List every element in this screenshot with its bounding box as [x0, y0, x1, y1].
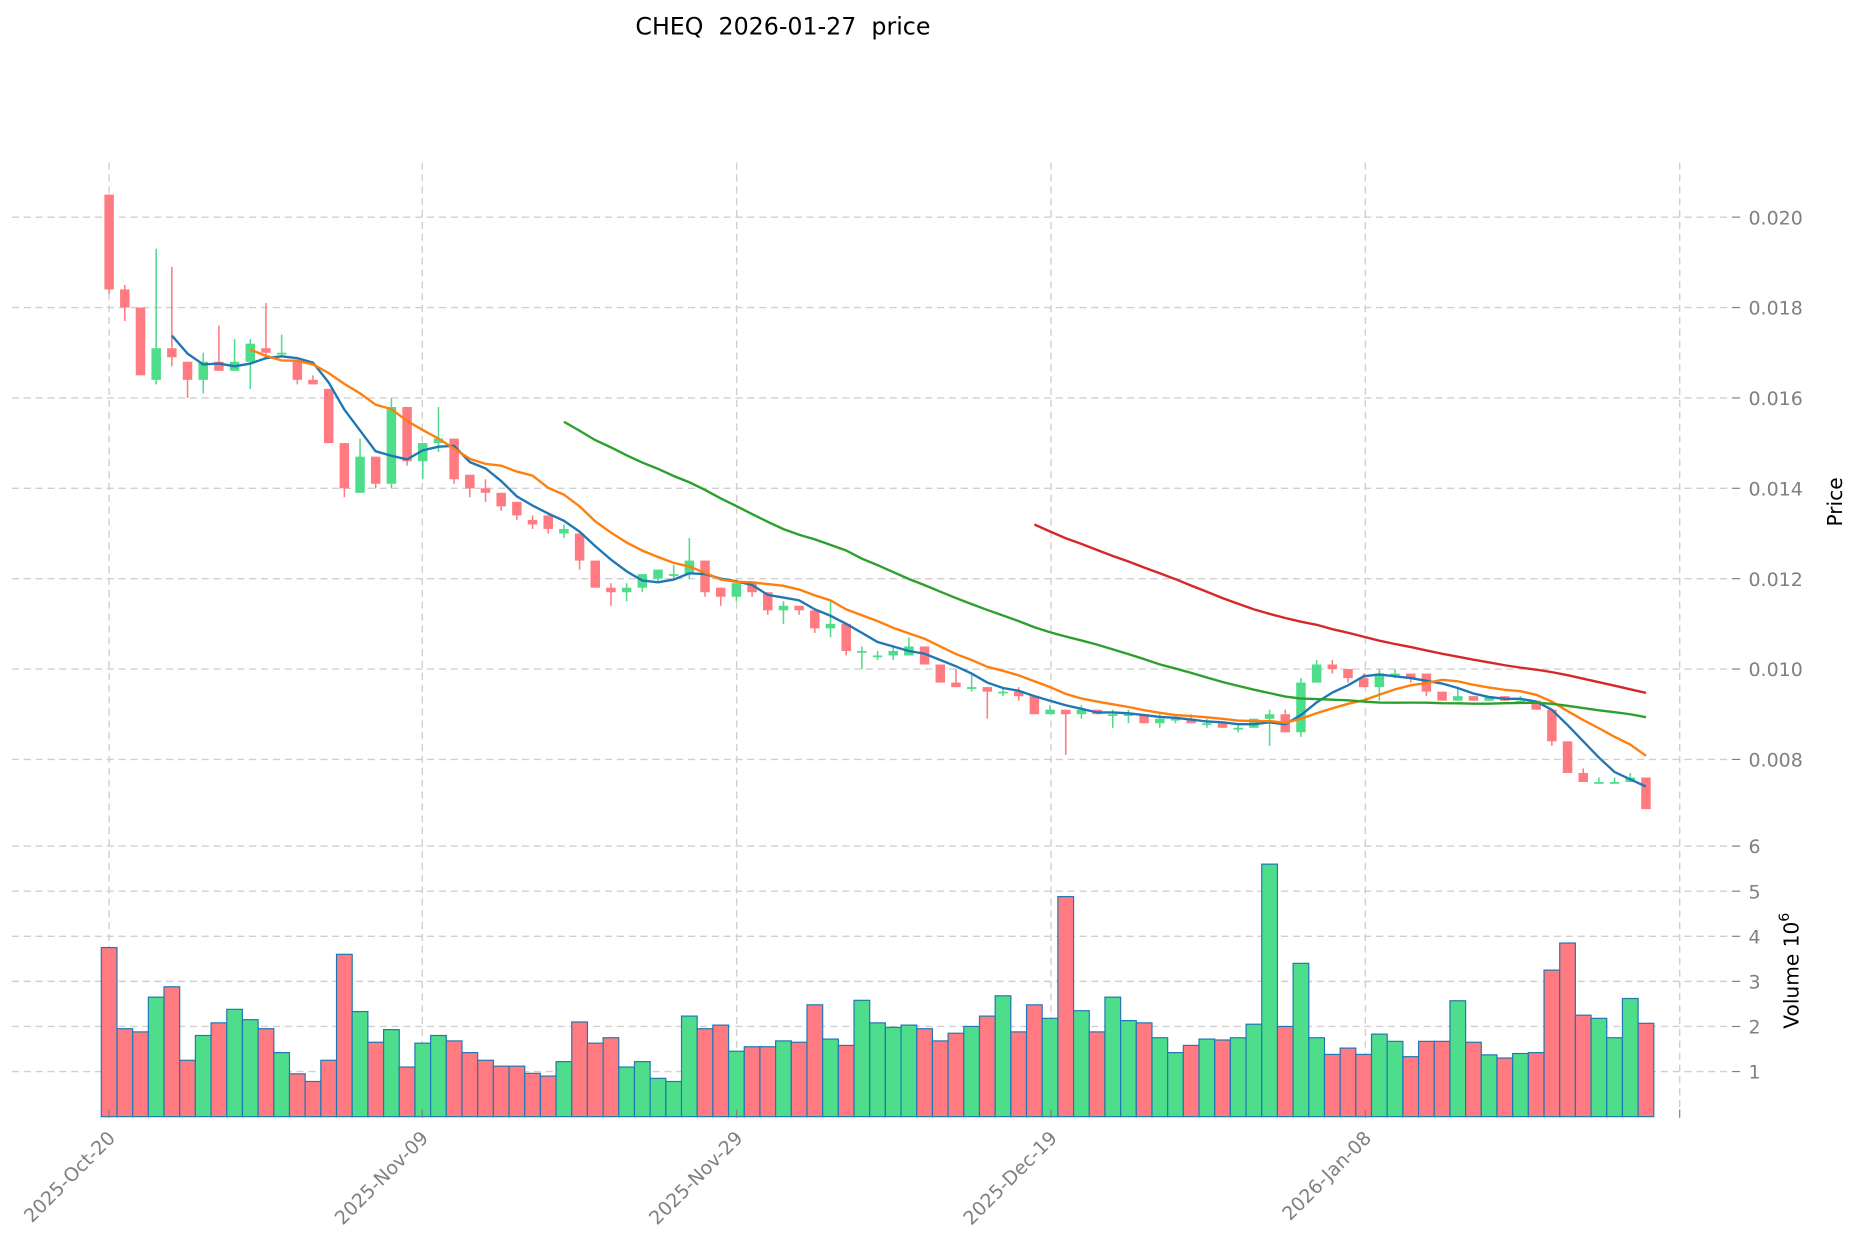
price-tick-label: 0.014: [1748, 478, 1802, 500]
price-axis-label: Price: [1823, 477, 1847, 526]
price-tick-label: 0.010: [1748, 659, 1802, 681]
moving-average-line: [170, 334, 1647, 788]
date-tick-label: 2025-Dec-19: [959, 1127, 1061, 1229]
price-tick-label: 0.020: [1748, 207, 1802, 229]
price-tick-label: 0.016: [1748, 388, 1802, 410]
chart-title: CHEQ 2026-01-27 price: [635, 12, 930, 40]
volume-axis-label: Volume 106: [1777, 913, 1803, 1029]
volume-bars: [100, 863, 1655, 1118]
price-tick-label: 0.012: [1748, 569, 1802, 591]
price-candles: [104, 194, 1651, 810]
volume-tick-label: 3: [1748, 971, 1760, 993]
moving-average-lines: [170, 334, 1647, 788]
volume-tick-label: 1: [1748, 1062, 1760, 1084]
price-tick-label: 0.018: [1748, 298, 1802, 320]
price-tick-label: 0.008: [1748, 750, 1802, 772]
grid-lines: [11, 162, 1732, 1110]
volume-tick-label: 4: [1748, 926, 1760, 948]
volume-tick-label: 2: [1748, 1017, 1760, 1039]
volume-tick-label: 5: [1748, 881, 1760, 903]
volume-tick-label: 6: [1748, 836, 1760, 858]
moving-average-line: [249, 348, 1647, 757]
moving-average-line: [1033, 523, 1647, 695]
moving-average-line: [563, 420, 1647, 719]
date-tick-label: 2025-Nov-29: [645, 1127, 747, 1229]
date-tick-label: 2026-Jan-08: [1278, 1127, 1376, 1225]
date-tick-label: 2025-Oct-20: [20, 1127, 120, 1227]
date-tick-label: 2025-Nov-09: [331, 1127, 433, 1229]
